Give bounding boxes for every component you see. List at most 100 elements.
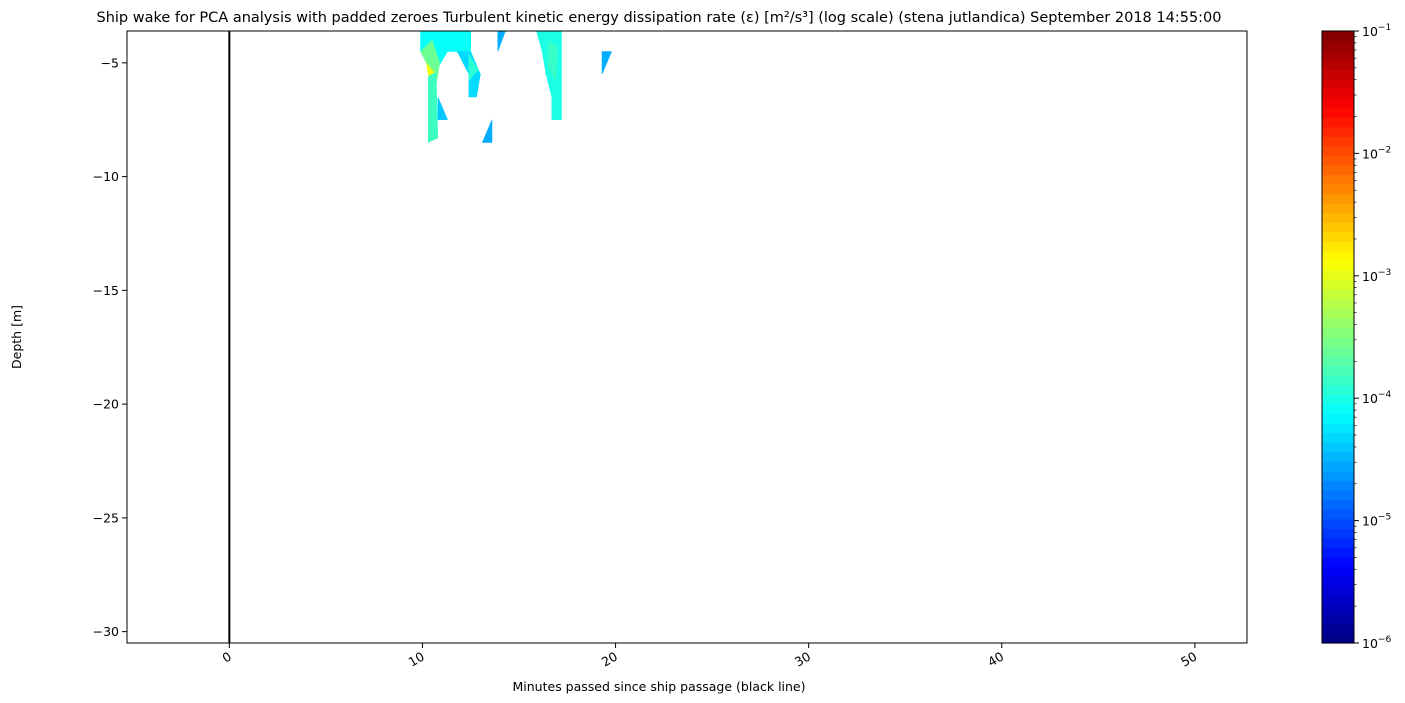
heatmap-layer: [420, 31, 613, 143]
colorbar-band: [1322, 614, 1354, 625]
colorbar-band: [1322, 356, 1354, 367]
colorbar-band: [1322, 308, 1354, 319]
heat-region: [481, 119, 493, 143]
colorbar-band: [1322, 184, 1354, 195]
colorbar-band: [1322, 50, 1354, 61]
x-tick-label: 0: [219, 649, 233, 666]
colorbar-band: [1322, 126, 1354, 137]
colorbar-tick-label: 10−4: [1362, 390, 1391, 406]
colorbar-band: [1322, 174, 1354, 185]
colorbar-band: [1322, 528, 1354, 539]
colorbar-band: [1322, 633, 1354, 644]
x-tick-label: 50: [1178, 649, 1199, 670]
y-tick-label: −20: [93, 397, 119, 412]
x-axis-label: Minutes passed since ship passage (black…: [513, 679, 806, 694]
colorbar-band: [1322, 270, 1354, 281]
colorbar-band: [1322, 365, 1354, 376]
colorbar-band: [1322, 222, 1354, 233]
x-tick-label: 20: [599, 649, 620, 670]
colorbar-band: [1322, 59, 1354, 70]
colorbar-band: [1322, 346, 1354, 357]
colorbar-band: [1322, 490, 1354, 501]
heat-region: [601, 51, 613, 75]
colorbar-band: [1322, 623, 1354, 635]
colorbar-band: [1322, 480, 1354, 491]
colorbar-band: [1322, 470, 1354, 482]
y-axis-label: Depth [m]: [9, 305, 24, 369]
heat-region: [437, 96, 448, 120]
colorbar-band: [1322, 145, 1354, 156]
colorbar-band: [1322, 164, 1354, 176]
y-tick-label: −10: [93, 169, 119, 184]
colorbar-band: [1322, 585, 1354, 596]
colorbar-band: [1322, 595, 1354, 606]
colorbar-frame: [1321, 30, 1355, 644]
colorbar-band: [1322, 317, 1354, 329]
colorbar-tick-label: 10−6: [1362, 635, 1391, 651]
colorbar-band: [1322, 260, 1354, 271]
colorbar-band: [1322, 193, 1354, 204]
colorbar-band: [1322, 136, 1354, 147]
colorbar-band: [1322, 566, 1354, 577]
colorbar-band: [1322, 499, 1354, 510]
x-tick-label: 30: [792, 649, 813, 670]
colorbar-band: [1322, 442, 1354, 453]
colorbar-tick-label: 10−3: [1362, 268, 1391, 284]
colorbar-band: [1322, 461, 1354, 472]
colorbar-band: [1322, 576, 1354, 587]
colorbar-tick-label: 10−2: [1362, 145, 1391, 161]
colorbar-band: [1322, 155, 1354, 166]
heat-region: [547, 39, 558, 82]
colorbar-band: [1322, 40, 1354, 51]
colorbar-tick-label: 10−5: [1362, 513, 1391, 529]
chart-title: Ship wake for PCA analysis with padded z…: [96, 10, 1221, 26]
y-axis: −5 −10 −15 −20 −25 −30: [93, 55, 127, 639]
colorbar: 10−6 10−5 10−4 10−3 10−2 10−1: [1321, 23, 1391, 651]
colorbar-band: [1322, 451, 1354, 462]
colorbar-band: [1322, 537, 1354, 548]
plot-frame: [126, 30, 1248, 644]
colorbar-band: [1322, 107, 1354, 118]
colorbar-band: [1322, 212, 1354, 223]
colorbar-band: [1322, 31, 1354, 42]
y-tick-label: −30: [93, 624, 119, 639]
colorbar-band: [1322, 518, 1354, 529]
colorbar-band: [1322, 384, 1354, 395]
colorbar-band: [1322, 69, 1354, 80]
colorbar-band: [1322, 78, 1354, 89]
x-axis: 0 10 20 30 40 50: [219, 643, 1199, 670]
colorbar-band: [1322, 97, 1354, 109]
y-tick-label: −5: [101, 55, 119, 70]
colorbar-band: [1322, 375, 1354, 386]
colorbar-band: [1322, 547, 1354, 558]
colorbar-band: [1322, 117, 1354, 128]
colorbar-band: [1322, 394, 1354, 405]
x-tick-label: 40: [985, 649, 1006, 670]
colorbar-band: [1322, 403, 1354, 415]
colorbar-band: [1322, 279, 1354, 290]
heat-region: [427, 71, 439, 143]
heat-region: [497, 31, 506, 52]
y-tick-label: −15: [93, 283, 119, 298]
colorbar-band: [1322, 509, 1354, 520]
colorbar-band: [1322, 413, 1354, 424]
plot-area: [127, 31, 1247, 643]
colorbar-band: [1322, 231, 1354, 242]
colorbar-band: [1322, 250, 1354, 262]
colorbar-band: [1322, 604, 1354, 615]
colorbar-band: [1322, 289, 1354, 300]
y-tick-label: −25: [93, 510, 119, 525]
colorbar-band: [1322, 241, 1354, 252]
colorbar-band: [1322, 556, 1354, 568]
colorbar-band: [1322, 432, 1354, 443]
colorbar-band: [1322, 203, 1354, 214]
colorbar-band: [1322, 88, 1354, 99]
colorbar-tick-label: 10−1: [1362, 23, 1391, 39]
colorbar-band: [1322, 298, 1354, 309]
colorbar-band: [1322, 327, 1354, 338]
heat-region: [468, 52, 479, 82]
colorbar-band: [1322, 423, 1354, 434]
colorbar-band: [1322, 337, 1354, 348]
x-tick-label: 10: [406, 649, 427, 670]
